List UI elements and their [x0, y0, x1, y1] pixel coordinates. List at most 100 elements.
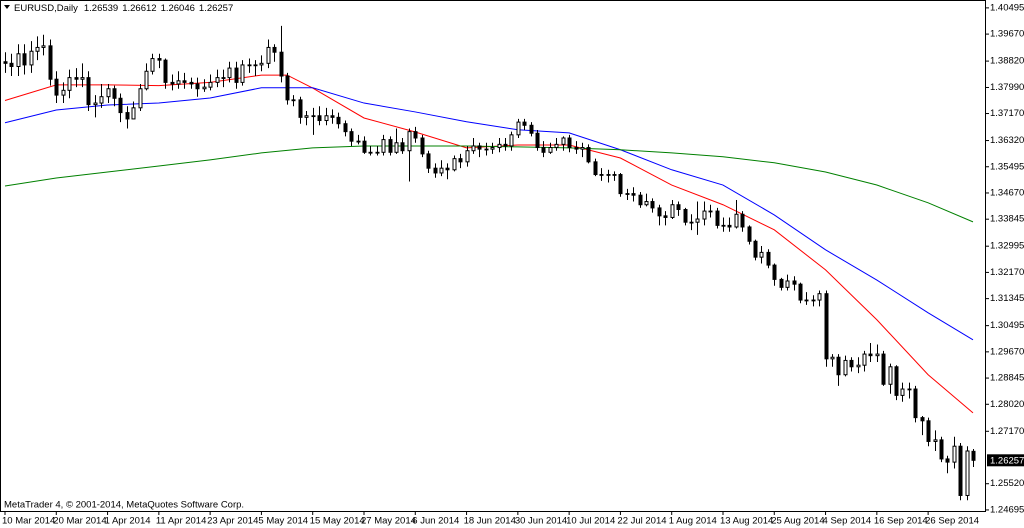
candle-body: [638, 194, 643, 206]
candle-body: [458, 158, 463, 163]
candle-body: [920, 417, 925, 422]
candle-body: [965, 450, 970, 496]
candle-body: [779, 278, 784, 288]
open-value: 1.26539: [84, 3, 118, 14]
x-tick-label: 25 Aug 2014: [771, 516, 824, 527]
symbol: EURUSD,Daily: [14, 3, 78, 14]
candle-body: [817, 293, 822, 301]
candle-body: [574, 147, 579, 150]
candle-body: [170, 81, 175, 85]
x-tick-label: 11 Apr 2014: [156, 516, 207, 527]
candle-body: [272, 46, 277, 53]
candle-body: [727, 224, 732, 228]
x-tick-label: 26 Sep 2014: [925, 516, 979, 527]
menu-arrow[interactable]: [4, 5, 10, 9]
candle-body: [362, 140, 367, 153]
moving-average-line: [4, 74, 974, 414]
candle-body: [689, 221, 694, 224]
candle-body: [798, 283, 803, 301]
candle-body: [388, 139, 393, 153]
candle-body: [394, 142, 399, 153]
candle-body: [176, 80, 181, 85]
x-tick-label: 30 Jun 2014: [515, 516, 567, 527]
candle-body: [413, 131, 418, 139]
y-tick-label: 1.37170: [990, 108, 1024, 119]
x-tick-label: 20 Mar 2014: [53, 516, 106, 527]
candle-body: [509, 134, 514, 147]
candle-body: [554, 143, 559, 149]
candle-body: [958, 445, 963, 496]
candle-body: [567, 137, 572, 149]
candle-body: [215, 77, 220, 83]
candle-body: [3, 61, 8, 64]
candle-body: [933, 439, 938, 442]
x-tick-label: 27 May 2014: [361, 516, 416, 527]
candle-body: [663, 215, 668, 218]
candle-body: [618, 174, 623, 195]
candle-body: [541, 147, 546, 153]
y-tick-label: 1.36320: [990, 135, 1024, 146]
candle-body: [112, 88, 117, 99]
candle-body: [433, 167, 438, 174]
y-tick-label: 1.25520: [990, 478, 1024, 489]
candle-body: [86, 77, 91, 106]
candle-body: [202, 86, 207, 90]
y-tick-label: 1.28845: [990, 373, 1024, 384]
low-value: 1.26046: [161, 3, 195, 14]
candle-body: [522, 121, 527, 126]
candle-body: [952, 445, 957, 463]
candle-body: [484, 148, 489, 151]
candle-body: [317, 115, 322, 122]
candle-body: [593, 161, 598, 176]
candle-body: [888, 366, 893, 385]
candle-body: [875, 353, 880, 357]
candle-body: [189, 81, 194, 85]
y-tick-label: 1.31345: [990, 293, 1024, 304]
candle-body: [22, 53, 27, 66]
candle-body: [208, 81, 213, 88]
candle-body: [182, 80, 187, 83]
y-tick-label: 1.33845: [990, 214, 1024, 225]
candle-body: [650, 201, 655, 209]
candle-body: [721, 224, 726, 227]
candle-body: [48, 45, 53, 80]
candle-body: [894, 366, 899, 396]
candle-body: [420, 137, 425, 155]
candle-body: [516, 121, 521, 136]
candle-body: [118, 97, 123, 114]
candle-body: [349, 131, 354, 142]
candle-body: [61, 89, 66, 96]
x-tick-label: 1 Apr 2014: [105, 516, 151, 527]
candle-body: [330, 115, 335, 118]
candle-body: [747, 226, 752, 242]
candle-body: [279, 51, 284, 77]
candle-body: [907, 388, 912, 391]
candle-body: [247, 64, 252, 67]
candle-body: [631, 193, 636, 196]
candle-body: [753, 240, 758, 258]
candle-body: [683, 208, 688, 223]
candle-body: [29, 50, 34, 66]
candle-body: [740, 213, 745, 228]
candle-body: [426, 153, 431, 169]
candle-body: [644, 201, 649, 206]
candle-body: [74, 77, 79, 80]
candle-body: [9, 62, 14, 68]
candle-body: [465, 150, 470, 163]
candle-body: [535, 132, 540, 149]
candle-body: [259, 62, 264, 66]
candle-body: [452, 158, 457, 171]
candle-body: [16, 53, 21, 68]
candle-body: [343, 123, 348, 133]
candle-body: [670, 204, 675, 218]
candle-body: [830, 356, 835, 360]
plot-frame: [0, 0, 986, 512]
x-tick-label: 4 Sep 2014: [823, 516, 872, 527]
candle-body: [240, 64, 245, 83]
candle-body: [580, 147, 585, 150]
y-tick-label: 1.24695: [990, 504, 1024, 515]
candle-body: [862, 353, 867, 366]
candle-body: [561, 137, 566, 145]
candle-body: [324, 115, 329, 122]
candle-body: [971, 450, 976, 461]
